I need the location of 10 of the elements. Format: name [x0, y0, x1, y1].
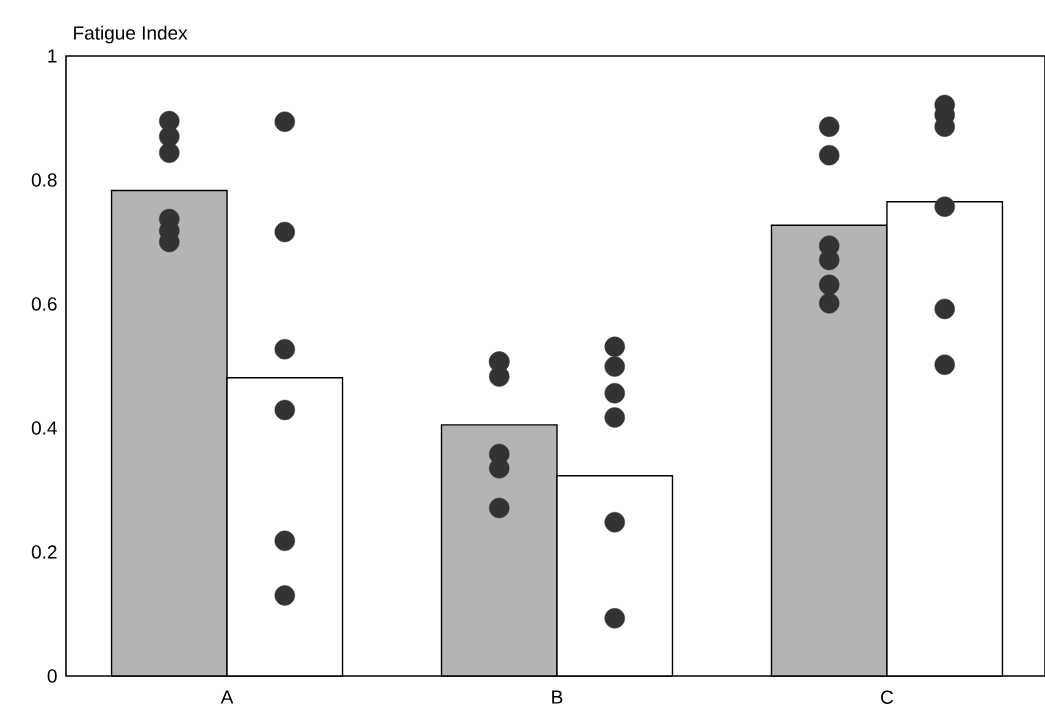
y-tick-label: 0	[47, 669, 57, 683]
y-tick-label: 0.2	[31, 545, 57, 559]
y-tick-label: 1	[48, 49, 57, 63]
x-tick-label: A	[220, 690, 234, 704]
y-tick-label: 0.4	[31, 421, 57, 435]
x-tick-label: C	[881, 690, 894, 704]
y-axis-title: Fatigue Index	[74, 25, 188, 44]
y-tick-label: 0.8	[31, 173, 57, 187]
y-tick-label: 0.6	[31, 297, 57, 311]
x-tick-label: B	[552, 690, 563, 704]
